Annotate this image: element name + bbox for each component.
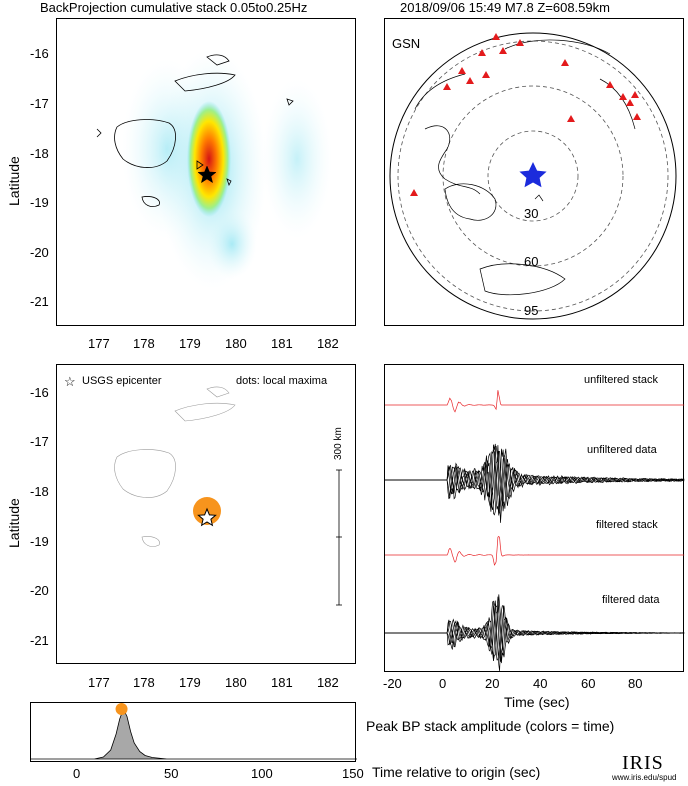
bp-ytick: -21	[30, 294, 49, 309]
legend-epicenter: USGS epicenter	[82, 375, 162, 387]
max-ytick: -18	[30, 484, 49, 499]
bp-ytick: -18	[30, 146, 49, 161]
bp-xtick: 177	[88, 336, 110, 351]
iris-logo: IRIS	[622, 752, 664, 774]
bp-ytick: -17	[30, 96, 49, 111]
trace-label: unfiltered data	[587, 444, 657, 456]
max-xtick: 180	[225, 675, 247, 690]
trace-xtick: 40	[533, 676, 548, 691]
trace-xtick: 60	[581, 676, 596, 691]
trace-line-4	[385, 596, 685, 664]
heatmap-peak	[187, 101, 231, 217]
traces-panel	[384, 364, 685, 672]
bp-xtick: 178	[133, 336, 155, 351]
max-ytick: -19	[30, 534, 49, 549]
gsn-panel	[384, 18, 684, 326]
scale-bar	[336, 469, 342, 606]
trace-line-2	[385, 450, 685, 516]
heatmap-halo	[122, 49, 332, 289]
trace-line-4	[385, 600, 685, 671]
legend-dots: dots: local maxima	[236, 375, 328, 387]
trace-line-2	[385, 445, 685, 523]
max-xtick: 181	[271, 675, 293, 690]
trace-xtick: 0	[439, 676, 447, 691]
peak-svg	[31, 703, 357, 760]
ring-label: 60	[524, 254, 539, 269]
epicenter-star-outline	[197, 507, 217, 527]
trace-label: filtered data	[602, 594, 660, 606]
max-ytick: -16	[30, 385, 49, 400]
globe-outline	[389, 32, 677, 320]
bp-xtick: 179	[179, 336, 201, 351]
trace-label: unfiltered stack	[584, 374, 658, 386]
max-ytick: -20	[30, 583, 49, 598]
max-xtick: 179	[179, 675, 201, 690]
coastline-grey	[114, 386, 236, 547]
bp-map-ylabel: Latitude	[6, 156, 22, 206]
max-ytick: -21	[30, 633, 49, 648]
peak-xtick: 0	[73, 766, 81, 781]
max-xtick: 178	[133, 675, 155, 690]
max-xtick: 177	[88, 675, 110, 690]
epicenter-star-blue	[519, 162, 547, 188]
peak-dot	[115, 703, 128, 715]
scale-label: 300 km	[333, 427, 344, 460]
trace-line-1	[385, 390, 685, 413]
peak-xtick: 150	[342, 766, 364, 781]
traces-svg	[385, 390, 685, 671]
bp-ytick: -19	[30, 195, 49, 210]
chart-title-left: BackProjection cumulative stack 0.05to0.…	[40, 0, 308, 15]
station-markers	[410, 33, 641, 196]
bp-ytick: -16	[30, 46, 49, 61]
gsn-svg	[389, 32, 677, 320]
bp-xtick: 182	[317, 336, 339, 351]
trace-xtick: 20	[485, 676, 500, 691]
maxima-map-svg	[114, 386, 342, 606]
maxima-map-panel	[56, 364, 356, 664]
ring-30	[487, 130, 579, 222]
ring-label: 95	[524, 303, 539, 318]
coastline	[96, 54, 294, 207]
bp-xtick: 181	[271, 336, 293, 351]
peak-area	[31, 707, 357, 760]
maxima-map-ylabel: Latitude	[6, 498, 22, 548]
max-xtick: 182	[317, 675, 339, 690]
trace-line-3	[385, 535, 685, 566]
ring-95	[397, 40, 669, 312]
bp-ytick: -20	[30, 245, 49, 260]
trace-label: filtered stack	[596, 519, 658, 531]
trace-xtick: 80	[628, 676, 643, 691]
epicenter-star	[197, 165, 217, 184]
peak-xtick: 100	[251, 766, 273, 781]
trace-line-4	[385, 600, 685, 661]
bp-map-svg	[96, 49, 332, 289]
legend-star-icon: ☆	[64, 374, 76, 389]
iris-url: www.iris.edu/spud	[612, 773, 677, 782]
gsn-label: GSN	[392, 36, 421, 51]
chart-title-right: 2018/09/06 15:49 M7.8 Z=608.59km	[400, 0, 610, 15]
trace-xlabel: Time (sec)	[504, 694, 570, 710]
ring-label: 30	[524, 206, 539, 221]
bp-xtick: 180	[225, 336, 247, 351]
trace-line-2	[385, 448, 685, 516]
trace-xtick: -20	[383, 676, 402, 691]
peak-panel	[30, 702, 357, 762]
world-coastlines	[414, 39, 636, 296]
max-ytick: -17	[30, 434, 49, 449]
bp-map-panel	[56, 18, 356, 326]
peak-xlabel: Time relative to origin (sec)	[372, 764, 541, 780]
peak-xtick: 50	[164, 766, 179, 781]
peak-caption: Peak BP stack amplitude (colors = time)	[366, 718, 615, 734]
